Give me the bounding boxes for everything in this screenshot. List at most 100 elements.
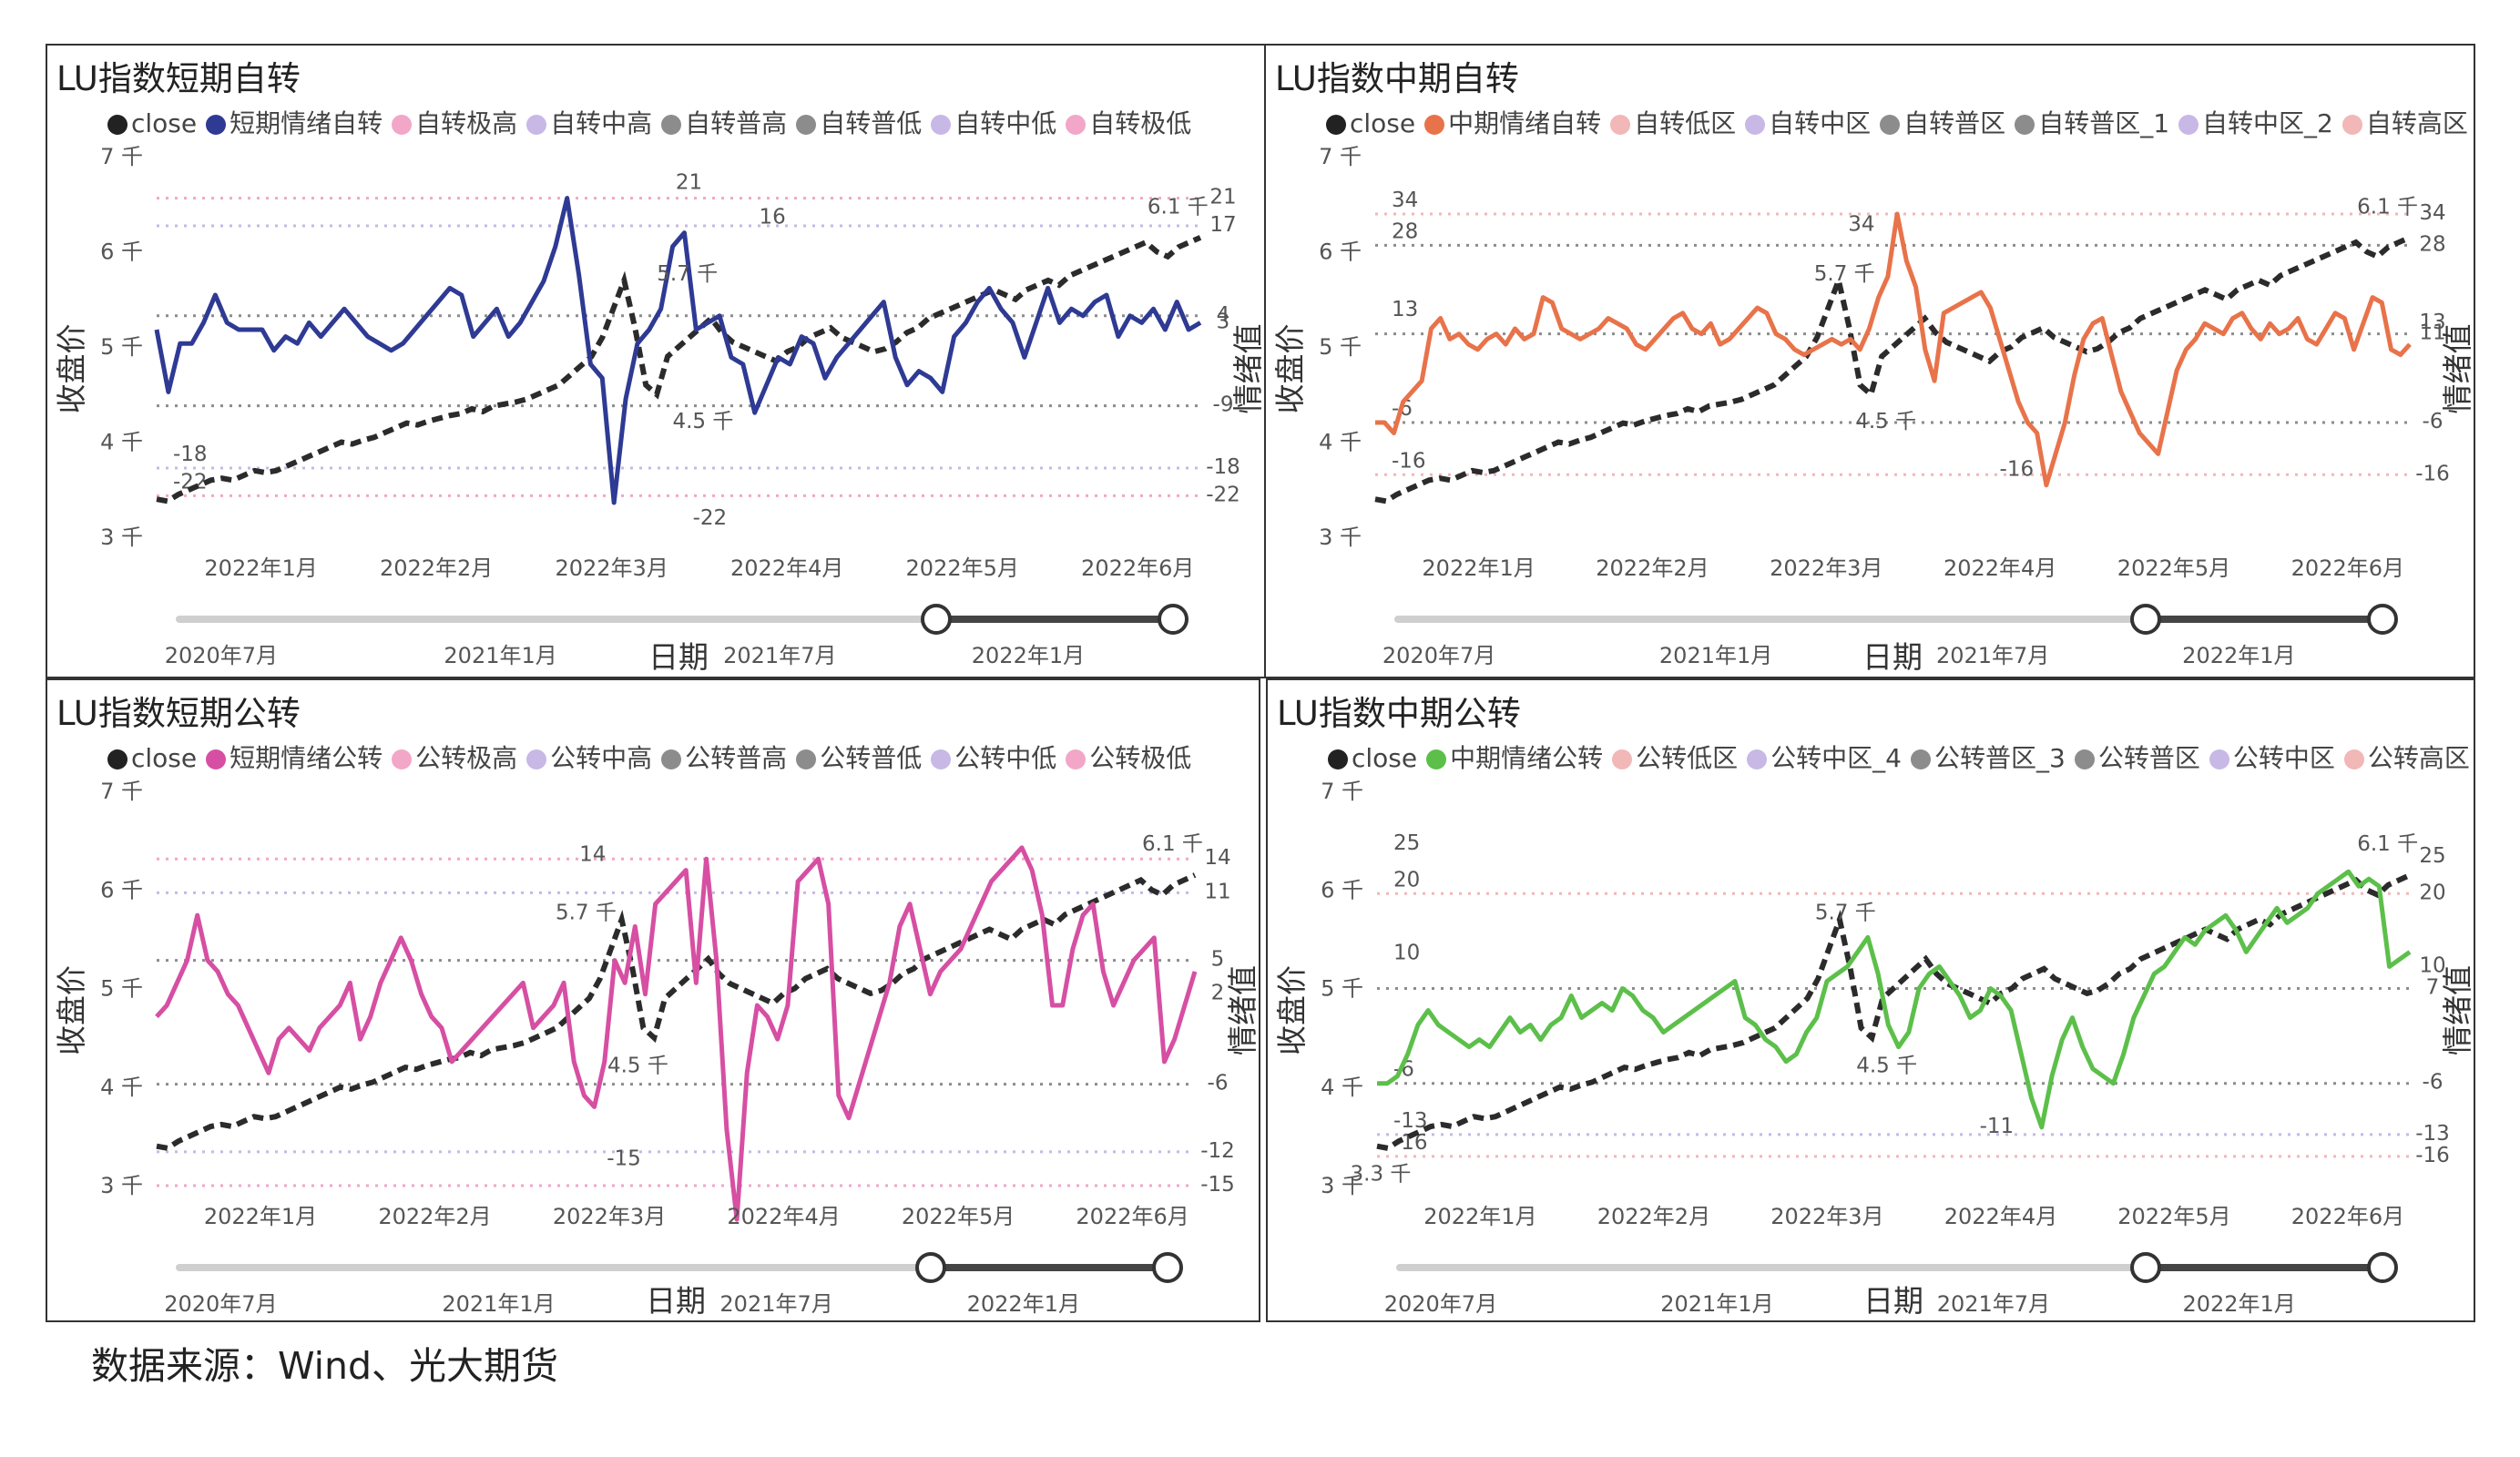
legend-label: 自转普区: [1903, 108, 2006, 138]
close-data-label: 5.7 千: [1814, 262, 1875, 286]
legend-item[interactable]: 自转普低: [796, 104, 922, 140]
legend-item[interactable]: 公转普区: [2074, 739, 2200, 775]
legend-label: 公转极高: [415, 743, 518, 773]
slider-tick-label: 2022年1月: [2182, 643, 2295, 668]
legend-item[interactable]: 公转中区_4: [1747, 739, 1902, 775]
chart-legend: close 短期情绪公转 公转极高 公转中高 公转普高 公转普低 公转中低 公转极低: [107, 739, 1200, 775]
legend-item[interactable]: 公转中高: [526, 739, 652, 775]
slider-end-handle[interactable]: [2367, 1252, 2398, 1283]
legend-label: close: [1352, 743, 1418, 773]
legend-item[interactable]: 中期情绪自转: [1424, 104, 1601, 140]
legend-item[interactable]: close: [1326, 108, 1415, 138]
legend-item[interactable]: 自转普高: [661, 104, 787, 140]
right-axis-label: 4: [1217, 303, 1230, 327]
x-tick-label: 2022年3月: [1770, 1204, 1883, 1229]
right-axis-label: -22: [1206, 483, 1240, 506]
legend-label: 公转中区_4: [1770, 743, 1902, 773]
left-axis-label: 10: [1393, 941, 1420, 964]
legend-dot-icon: [392, 749, 413, 769]
legend-item[interactable]: 公转低区: [1612, 739, 1738, 775]
legend-dot-icon: [392, 115, 413, 135]
sentiment-series-line: [154, 196, 1202, 505]
legend-item[interactable]: 公转高区: [2343, 739, 2470, 775]
right-axis-label: 10: [2419, 953, 2445, 977]
data-label: 16: [759, 206, 785, 229]
legend-item[interactable]: 公转中区: [2209, 739, 2335, 775]
legend-item[interactable]: 自转中区: [1745, 104, 1871, 140]
slider-start-handle[interactable]: [2130, 604, 2161, 635]
legend-item[interactable]: 自转中区_2: [2178, 104, 2333, 140]
data-label: -11: [1980, 1115, 2015, 1138]
legend-label: close: [131, 743, 198, 773]
legend-item[interactable]: 自转低区: [1610, 104, 1736, 140]
right-axis-label: -6: [2423, 410, 2443, 433]
close-data-label: 4.5 千: [1856, 1055, 1917, 1078]
y-tick-label: 4 千: [1321, 1075, 1363, 1100]
slider-start-handle[interactable]: [915, 1252, 946, 1283]
legend-label: 公转普高: [685, 743, 788, 773]
y-tick-label: 6 千: [100, 877, 143, 902]
x-tick-label: 2022年4月: [727, 1204, 840, 1229]
slider-end-handle[interactable]: [1152, 1252, 1183, 1283]
legend-dot-icon: [2015, 115, 2035, 135]
legend-dot-icon: [2343, 749, 2364, 769]
slider-tick-label: 2020年7月: [1382, 643, 1495, 668]
slider-end-handle[interactable]: [2367, 604, 2398, 635]
right-axis-label: 17: [1209, 213, 1236, 237]
x-tick-label: 2022年2月: [1597, 1204, 1710, 1229]
slider-tick-label: 2021年7月: [723, 643, 836, 668]
legend-label: 自转低区: [1634, 108, 1737, 138]
legend-item[interactable]: 公转普区_3: [1910, 739, 2066, 775]
legend-item[interactable]: close: [1328, 743, 1417, 773]
right-axis-label: -16: [2415, 1144, 2450, 1167]
legend-item[interactable]: close: [107, 108, 197, 138]
x-tick-label: 2022年5月: [906, 555, 1019, 581]
legend-item[interactable]: 自转高区: [2341, 104, 2468, 140]
y-tick-label: 3 千: [1321, 1173, 1363, 1198]
legend-item[interactable]: 公转普高: [661, 739, 787, 775]
legend-item[interactable]: 公转普低: [796, 739, 922, 775]
slider-start-handle[interactable]: [2130, 1252, 2161, 1283]
legend-item[interactable]: 中期情绪公转: [1426, 739, 1603, 775]
legend-item[interactable]: 公转极低: [1066, 739, 1191, 775]
slider-end-handle[interactable]: [1158, 604, 1189, 635]
y-tick-label: 6 千: [1321, 877, 1363, 902]
left-axis-label: -18: [173, 443, 208, 466]
legend-label: 公转普区_3: [1933, 743, 2066, 773]
legend-item[interactable]: 自转中低: [931, 104, 1056, 140]
legend-dot-icon: [1747, 749, 1768, 769]
legend-item[interactable]: 短期情绪公转: [206, 739, 383, 775]
close-data-label: 6.1 千: [2357, 196, 2418, 219]
legend-item[interactable]: 自转普区: [1880, 104, 2005, 140]
legend-label: 自转普高: [685, 108, 788, 138]
x-tick-label: 2022年2月: [1596, 555, 1709, 581]
chart-panel-4: LU指数中期公转 close 中期情绪公转 公转低区 公转中区_4 公转普区_3 公转普区…: [1266, 678, 2475, 1322]
legend-item[interactable]: close: [107, 743, 197, 773]
y-left-axis-title: 收盘价: [1274, 965, 1310, 1055]
chart-legend: close 中期情绪公转 公转低区 公转中区_4 公转普区_3 公转普区 公转中区 公转高区: [1328, 739, 2479, 775]
x-tick-label: 2022年6月: [1076, 1204, 1189, 1229]
source-note: 数据来源：Wind、光大期货: [91, 1344, 559, 1388]
legend-label: close: [1350, 108, 1416, 138]
sentiment-series-line: [1375, 211, 2412, 488]
legend-item[interactable]: 自转中高: [526, 104, 652, 140]
legend-item[interactable]: 自转极低: [1066, 104, 1191, 140]
y-tick-label: 4 千: [1319, 430, 1362, 455]
legend-dot-icon: [1424, 115, 1445, 135]
y-tick-label: 6 千: [1319, 239, 1362, 265]
data-label: -16: [2000, 458, 2035, 482]
legend-item[interactable]: 自转普区_1: [2015, 104, 2169, 140]
legend-label: 公转中高: [550, 743, 653, 773]
legend-label: 短期情绪自转: [230, 108, 383, 138]
y-left-axis-title: 收盘价: [54, 965, 89, 1055]
legend-item[interactable]: 公转极高: [392, 739, 517, 775]
slider-start-handle[interactable]: [921, 604, 952, 635]
legend-label: 公转高区: [2367, 743, 2470, 773]
slider-tick-label: 2021年1月: [442, 1291, 555, 1317]
right-axis-label: -13: [2415, 1122, 2450, 1146]
legend-item[interactable]: 自转极高: [392, 104, 517, 140]
legend-dot-icon: [2178, 115, 2199, 135]
legend-item[interactable]: 短期情绪自转: [206, 104, 383, 140]
left-axis-label: 34: [1392, 188, 1418, 212]
legend-item[interactable]: 公转中低: [931, 739, 1056, 775]
